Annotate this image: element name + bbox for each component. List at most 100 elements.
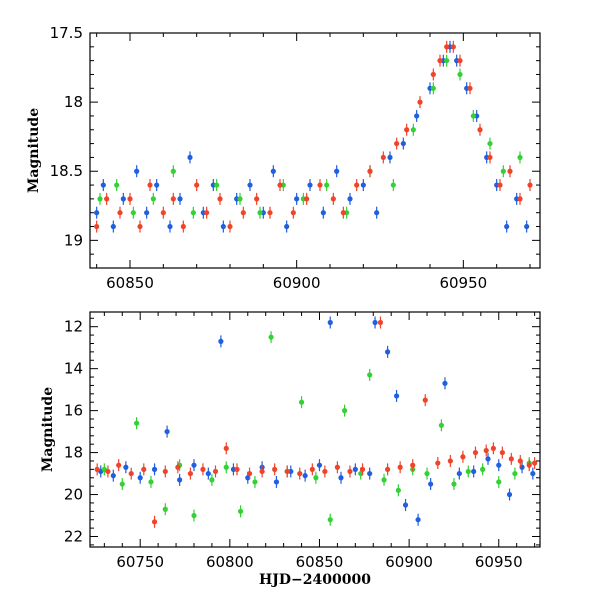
bottom-panel-frame	[89, 311, 541, 548]
top-data-point	[400, 140, 406, 147]
bottom-data-point	[532, 460, 538, 466]
bottom-data-point	[223, 464, 229, 470]
top-data-point	[190, 210, 196, 216]
top-data-point	[504, 223, 510, 230]
top-data-point	[114, 182, 120, 188]
top-data-point	[154, 182, 160, 188]
top-data-point	[444, 44, 450, 50]
bottom-data-point	[442, 380, 448, 386]
top-data-point	[507, 168, 513, 174]
top-data-point	[247, 182, 253, 188]
bottom-data-point	[428, 481, 434, 487]
bottom-data-point	[327, 517, 333, 523]
top-data-point	[390, 182, 396, 188]
top-data-point	[144, 210, 150, 216]
bottom-data-point	[259, 468, 265, 475]
top-data-point	[277, 182, 283, 188]
bottom-data-point	[499, 449, 505, 456]
top-data-point	[127, 196, 133, 202]
bottom-data-point	[490, 445, 496, 451]
top-data-point	[360, 182, 366, 188]
top-data-point	[94, 223, 100, 230]
bottom-data-point	[200, 466, 206, 472]
top-data-point	[170, 196, 176, 202]
top-data-point	[457, 58, 463, 64]
top-data-point	[170, 168, 176, 174]
bottom-y-tick-label: 20	[64, 486, 83, 504]
top-data-point	[294, 196, 300, 202]
bottom-data-point	[205, 470, 211, 477]
bottom-data-point	[309, 466, 315, 472]
bottom-data-point	[302, 473, 308, 479]
top-data-point	[354, 182, 360, 188]
bottom-y-tick-label: 16	[64, 402, 83, 420]
top-panel-data	[94, 40, 533, 233]
bottom-data-point	[526, 462, 532, 468]
bottom-data-point	[137, 475, 143, 481]
top-data-point	[404, 127, 410, 133]
top-data-point	[334, 168, 340, 174]
bottom-data-point	[151, 519, 158, 525]
bottom-data-point	[438, 422, 444, 428]
bottom-data-point	[148, 479, 154, 485]
top-data-point	[104, 196, 110, 202]
top-data-point	[417, 99, 423, 105]
top-data-point	[110, 223, 116, 230]
top-data-point	[467, 85, 473, 91]
bottom-data-point	[402, 502, 409, 508]
top-y-tick-label: 17.5	[50, 24, 83, 42]
top-data-point	[220, 223, 226, 230]
top-x-tick-label: 60850	[106, 274, 154, 292]
bottom-data-point	[218, 338, 224, 344]
bottom-data-point	[456, 470, 462, 477]
top-data-point	[317, 182, 323, 188]
bottom-data-point	[297, 470, 303, 477]
top-data-point	[450, 44, 456, 50]
top-data-point	[134, 168, 140, 174]
bottom-data-point	[460, 454, 466, 460]
top-data-point	[394, 140, 400, 147]
bottom-data-point	[230, 466, 237, 472]
top-y-tick-label: 18.5	[50, 162, 83, 180]
top-data-point	[204, 210, 210, 216]
bottom-y-tick-label: 22	[64, 528, 83, 546]
top-data-point	[430, 85, 436, 91]
bottom-data-point	[164, 428, 170, 435]
top-data-point	[94, 210, 100, 216]
top-data-point	[477, 127, 483, 133]
bottom-y-tick-label: 18	[64, 444, 83, 462]
top-data-point	[177, 196, 183, 202]
bottom-data-point	[234, 466, 240, 472]
bottom-data-point	[480, 466, 486, 472]
bottom-data-point	[359, 466, 366, 472]
bottom-data-point	[322, 468, 328, 475]
bottom-data-point	[352, 466, 358, 472]
bottom-y-axis-label: Magnitude	[40, 387, 56, 472]
top-data-point	[347, 196, 353, 202]
top-panel-frame	[89, 32, 541, 269]
bottom-data-point	[367, 372, 373, 378]
top-data-point	[320, 210, 326, 216]
bottom-data-point	[162, 468, 168, 475]
top-data-point	[150, 196, 156, 202]
top-data-point	[380, 154, 386, 161]
bottom-data-point	[496, 479, 502, 485]
bottom-data-point	[191, 462, 197, 468]
bottom-data-point	[284, 468, 290, 475]
bottom-data-point	[187, 470, 193, 477]
top-y-tick-label: 18	[64, 93, 83, 111]
bottom-data-point	[393, 393, 400, 399]
top-data-point	[240, 210, 246, 216]
bottom-x-tick-label: 60850	[296, 553, 344, 571]
bottom-data-point	[105, 468, 111, 475]
top-data-point	[130, 210, 136, 216]
top-data-point	[324, 182, 330, 188]
bottom-data-point	[471, 468, 477, 475]
top-data-point	[414, 113, 420, 119]
top-data-point	[500, 168, 506, 174]
bottom-data-point	[341, 408, 348, 414]
bottom-data-point	[447, 458, 453, 464]
bottom-data-point	[177, 477, 183, 483]
bottom-y-tick-label: 14	[64, 360, 83, 378]
bottom-data-point	[141, 466, 147, 472]
